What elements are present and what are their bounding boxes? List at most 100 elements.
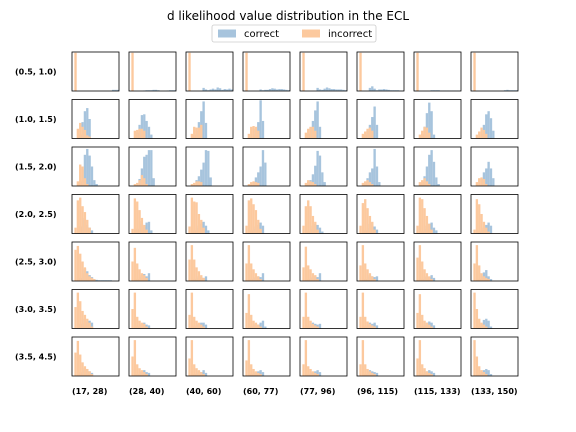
histogram-bar-incorrect bbox=[76, 200, 80, 234]
histogram-bar-correct bbox=[375, 124, 379, 139]
panel-frame bbox=[71, 241, 120, 282]
histogram-panel bbox=[128, 146, 177, 187]
row-label: (0.5, 1.0) bbox=[15, 68, 56, 77]
histogram-bar-correct bbox=[152, 178, 155, 186]
histogram-bar-correct bbox=[318, 372, 322, 376]
histogram-bar-correct bbox=[373, 148, 376, 186]
panel-frame bbox=[356, 51, 405, 92]
histogram-bar-incorrect bbox=[145, 326, 148, 329]
histogram-bar-correct bbox=[432, 325, 436, 329]
histogram-panel bbox=[71, 146, 120, 187]
histogram-bar-correct bbox=[332, 89, 336, 91]
histogram-bar-incorrect bbox=[307, 265, 310, 281]
histogram-bar-incorrect bbox=[373, 374, 376, 376]
histogram-bar-incorrect bbox=[140, 370, 144, 376]
panel-frame bbox=[356, 146, 405, 187]
histogram-bar-incorrect bbox=[190, 133, 194, 139]
histogram-bar-incorrect bbox=[361, 182, 365, 186]
column-label: (60, 77) bbox=[243, 387, 278, 396]
histogram-bar-incorrect bbox=[364, 131, 367, 139]
histogram-bar-incorrect bbox=[418, 182, 422, 186]
panel-frame bbox=[128, 146, 177, 187]
histogram-bar-incorrect bbox=[478, 131, 481, 139]
histogram-bar-incorrect bbox=[252, 320, 255, 329]
histogram-bar-correct bbox=[492, 178, 495, 186]
histogram-bar-incorrect bbox=[364, 316, 367, 329]
histogram-bar-incorrect bbox=[188, 314, 191, 329]
histogram-bar-incorrect bbox=[314, 221, 317, 234]
histogram-bar-incorrect bbox=[79, 354, 82, 376]
histogram-bar-incorrect bbox=[359, 364, 362, 376]
histogram-bar-incorrect bbox=[76, 340, 80, 376]
histogram-bar-incorrect bbox=[74, 307, 77, 329]
panel-frame bbox=[470, 289, 519, 329]
histogram-panel bbox=[128, 289, 177, 329]
histogram-bar-correct bbox=[373, 106, 376, 139]
histogram-bar-correct bbox=[266, 89, 269, 91]
histogram-bar-incorrect bbox=[475, 309, 479, 329]
histogram-bar-incorrect bbox=[200, 182, 203, 186]
histogram-bar-incorrect bbox=[93, 279, 96, 281]
histogram-bar-incorrect bbox=[309, 126, 312, 139]
histogram-bar-correct bbox=[261, 225, 265, 234]
panel-frame bbox=[71, 336, 120, 377]
histogram-bar-incorrect bbox=[421, 199, 424, 234]
histogram-bar-incorrect bbox=[79, 164, 82, 186]
histogram-bar-correct bbox=[378, 182, 381, 186]
histogram-bar-correct bbox=[275, 89, 279, 91]
histogram-bar-incorrect bbox=[359, 225, 362, 234]
histogram-bar-correct bbox=[261, 273, 265, 281]
histogram-bar-incorrect bbox=[475, 182, 479, 186]
histogram-bar-incorrect bbox=[364, 364, 367, 376]
panel-frame bbox=[185, 336, 234, 377]
histogram-bar-incorrect bbox=[309, 206, 312, 234]
row-label: (2.0, 2.5) bbox=[15, 210, 56, 219]
histogram-bar-incorrect bbox=[193, 364, 196, 376]
panel-frame bbox=[299, 336, 348, 377]
histogram-bar-correct bbox=[321, 89, 324, 91]
histogram-bar-incorrect bbox=[368, 273, 372, 281]
histogram-bar-incorrect bbox=[361, 340, 365, 376]
histogram-bar-correct bbox=[492, 130, 495, 139]
histogram-bar-incorrect bbox=[188, 226, 191, 234]
row-label: (3.0, 3.5) bbox=[15, 305, 56, 314]
histogram-bar-incorrect bbox=[371, 276, 374, 281]
histogram-panel bbox=[185, 241, 234, 282]
histogram-bar-incorrect bbox=[314, 130, 317, 139]
histogram-bar-correct bbox=[147, 221, 151, 234]
histogram-bar-incorrect bbox=[418, 245, 422, 281]
histogram-bar-correct bbox=[202, 322, 205, 329]
histogram-bar-incorrect bbox=[302, 316, 305, 329]
histogram-bar-correct bbox=[90, 230, 94, 234]
row-label: (2.5, 3.0) bbox=[15, 258, 56, 267]
histogram-bar-correct bbox=[428, 154, 431, 186]
panel-frame bbox=[71, 146, 120, 187]
histogram-bar-correct bbox=[489, 118, 493, 139]
histogram-bar-correct bbox=[428, 102, 431, 139]
histogram-bar-incorrect bbox=[359, 52, 362, 91]
histogram-bar-incorrect bbox=[200, 275, 203, 281]
histogram-bar-incorrect bbox=[81, 362, 84, 376]
histogram-bar-correct bbox=[387, 89, 390, 91]
histogram-bar-incorrect bbox=[309, 269, 312, 281]
histogram-bar-incorrect bbox=[366, 180, 369, 186]
histogram-bar-incorrect bbox=[421, 364, 424, 376]
histogram-bar-incorrect bbox=[316, 326, 319, 329]
histogram-bar-correct bbox=[489, 326, 493, 329]
histogram-panel bbox=[299, 289, 348, 329]
histogram-bar-incorrect bbox=[487, 231, 490, 234]
histogram-bar-correct bbox=[342, 89, 345, 91]
histogram-bar-incorrect bbox=[473, 292, 476, 329]
histogram-bar-incorrect bbox=[250, 263, 253, 281]
panel-frame bbox=[413, 241, 462, 282]
histogram-panel bbox=[356, 241, 405, 282]
panel-frame bbox=[185, 99, 234, 139]
histogram-bar-correct bbox=[425, 166, 429, 186]
column-label: (77, 96) bbox=[300, 387, 335, 396]
histogram-bar-incorrect bbox=[83, 366, 87, 376]
histogram-bar-incorrect bbox=[311, 273, 315, 281]
histogram-bar-incorrect bbox=[138, 269, 141, 281]
histogram-bar-incorrect bbox=[473, 52, 476, 91]
histogram-bar-correct bbox=[487, 276, 490, 281]
histogram-bar-correct bbox=[268, 89, 272, 91]
